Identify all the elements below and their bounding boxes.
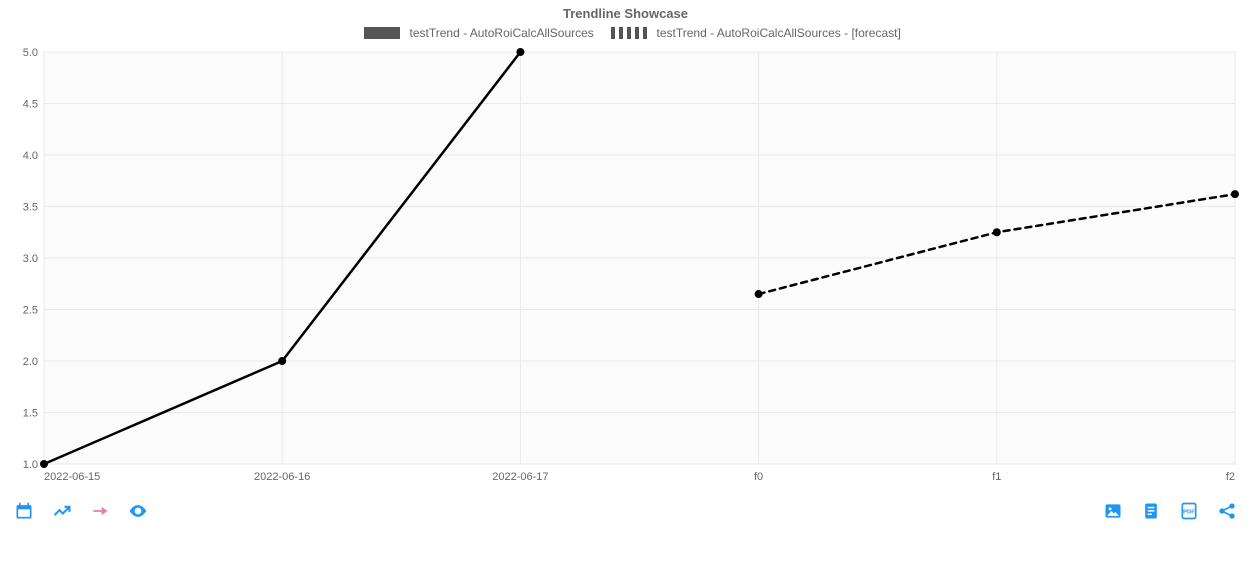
svg-text:3.5: 3.5 [23,201,38,213]
image-icon[interactable] [1103,501,1123,521]
toolbar-right: PDF [1103,501,1237,521]
svg-text:f2: f2 [1226,471,1235,483]
legend-swatch-dash [611,27,647,39]
eye-icon[interactable] [128,501,148,521]
svg-text:2022-06-15: 2022-06-15 [44,471,100,483]
chart-plot-area: 1.0 1.5 2.0 2.5 3.0 3.5 4.0 4.5 5.0 2022-06-15 202… [10,46,1241,491]
arrow-right-icon[interactable] [90,501,110,521]
toolbar: PDF [0,491,1251,529]
svg-text:2022-06-16: 2022-06-16 [254,471,310,483]
svg-text:4.0: 4.0 [23,150,38,162]
chart-title: Trendline Showcase [0,0,1251,25]
pdf-icon[interactable]: PDF [1179,501,1199,521]
svg-text:5.0: 5.0 [23,47,38,59]
svg-text:2.5: 2.5 [23,304,38,316]
svg-text:PDF: PDF [1183,509,1195,515]
legend-label-1: testTrend - AutoRoiCalcAllSources - [for… [657,26,901,40]
svg-text:1.5: 1.5 [23,407,38,419]
svg-text:4.5: 4.5 [23,98,38,110]
chart-legend: testTrend - AutoRoiCalcAllSources testTr… [0,25,1251,46]
svg-text:1.0: 1.0 [23,459,38,471]
svg-text:2022-06-17: 2022-06-17 [492,471,548,483]
trend-icon[interactable] [52,501,72,521]
share-icon[interactable] [1217,501,1237,521]
legend-label-0: testTrend - AutoRoiCalcAllSources [410,26,594,40]
chart-svg: 1.0 1.5 2.0 2.5 3.0 3.5 4.0 4.5 5.0 2022-06-15 202… [10,46,1241,486]
svg-text:3.0: 3.0 [23,253,38,265]
svg-text:f0: f0 [754,471,763,483]
toolbar-left [14,501,148,521]
document-icon[interactable] [1141,501,1161,521]
calendar-icon[interactable] [14,501,34,521]
legend-swatch-solid [364,27,400,39]
svg-text:2.0: 2.0 [23,356,38,368]
svg-text:f1: f1 [992,471,1001,483]
